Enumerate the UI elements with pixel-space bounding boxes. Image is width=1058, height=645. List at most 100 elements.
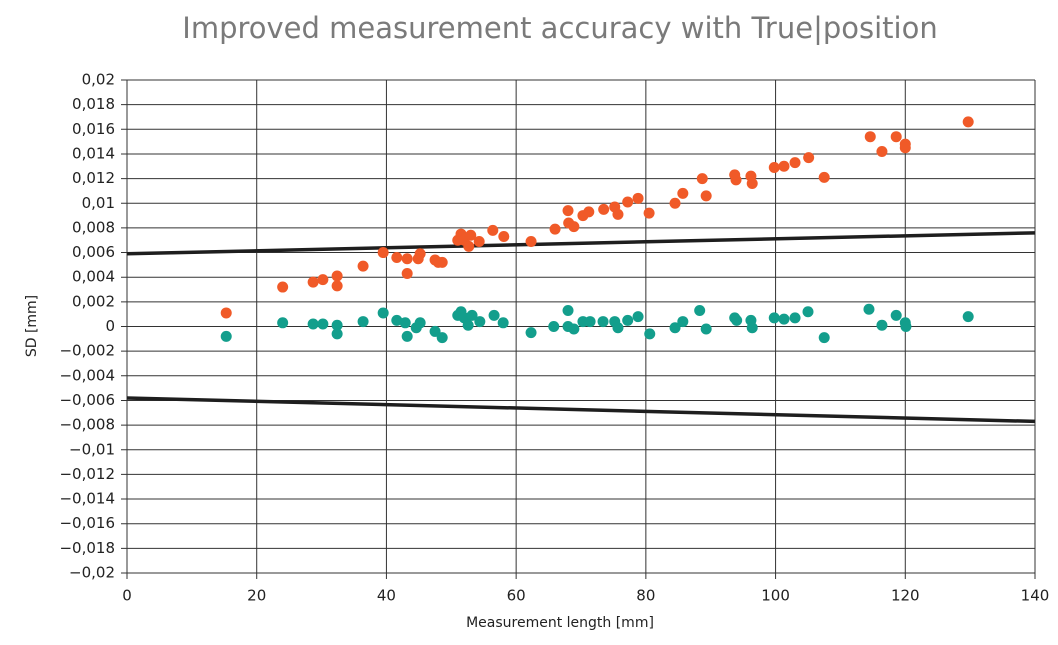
limit-line: [126, 231, 1036, 256]
point: [474, 316, 486, 328]
point: [473, 235, 485, 247]
point: [391, 251, 403, 263]
y-tick-label: 0,018: [72, 95, 115, 113]
point: [465, 229, 477, 241]
point: [583, 206, 595, 218]
chart-title: Improved measurement accuracy with True|…: [182, 11, 937, 45]
x-tick-label: 20: [247, 587, 266, 605]
y-tick-label: −0,008: [59, 416, 115, 434]
limit-line: [126, 396, 1036, 424]
point: [331, 270, 343, 282]
point: [677, 316, 689, 328]
point: [632, 311, 644, 323]
point: [899, 142, 911, 154]
point: [768, 162, 780, 174]
point: [731, 314, 743, 326]
point: [962, 311, 974, 323]
point: [818, 332, 830, 344]
point: [357, 316, 369, 328]
point: [498, 231, 510, 243]
point: [696, 173, 708, 185]
point: [568, 323, 580, 335]
point: [307, 318, 319, 330]
point: [525, 327, 537, 339]
point: [778, 160, 790, 172]
point: [789, 157, 801, 169]
point: [643, 207, 655, 219]
point: [562, 205, 574, 217]
y-tick-label: 0,008: [72, 218, 115, 236]
y-tick-label: 0,01: [82, 194, 115, 212]
point: [863, 303, 875, 315]
point: [391, 314, 403, 326]
point: [746, 322, 758, 334]
point: [488, 309, 500, 321]
point: [644, 328, 656, 340]
point: [612, 322, 624, 334]
point: [694, 304, 706, 316]
point: [700, 323, 712, 335]
point: [669, 197, 681, 209]
point: [277, 317, 289, 329]
point: [803, 152, 815, 164]
x-tick-label: 80: [636, 587, 655, 605]
point: [900, 321, 912, 332]
y-tick-label: −0,02: [69, 564, 115, 582]
point: [377, 307, 389, 319]
point: [789, 312, 801, 324]
point: [429, 325, 441, 337]
point: [598, 203, 610, 215]
point: [597, 316, 609, 328]
point: [414, 248, 426, 260]
point: [612, 208, 624, 220]
point: [525, 235, 537, 247]
point: [549, 223, 561, 235]
x-tick-label: 0: [122, 587, 132, 605]
point: [462, 319, 474, 331]
point: [584, 316, 596, 328]
y-tick-label: 0,002: [72, 292, 115, 310]
point: [890, 131, 902, 143]
x-tick-label: 120: [891, 587, 920, 605]
point: [962, 116, 974, 128]
point: [307, 276, 319, 288]
point: [331, 280, 343, 292]
point: [220, 330, 232, 342]
point: [876, 319, 888, 331]
point: [331, 328, 343, 340]
point: [377, 247, 389, 259]
point: [401, 253, 413, 265]
y-tick-label: −0,004: [59, 366, 115, 384]
point: [669, 322, 681, 334]
point: [331, 319, 343, 331]
x-tick-label: 60: [507, 587, 526, 605]
point: [818, 171, 830, 183]
point: [463, 240, 475, 252]
point: [730, 174, 742, 186]
y-tick-label: 0,004: [72, 268, 115, 286]
y-tick-label: −0,012: [59, 465, 115, 483]
y-tick-label: −0,01: [69, 440, 115, 458]
y-axis-label: SD [mm]: [24, 295, 40, 357]
point: [562, 304, 574, 316]
point: [399, 317, 411, 329]
point: [317, 318, 329, 330]
y-tick-label: −0,014: [59, 490, 115, 508]
point: [548, 321, 560, 332]
point: [677, 187, 689, 199]
point: [778, 313, 790, 325]
y-tick-label: −0,016: [59, 514, 115, 532]
x-tick-label: 140: [1021, 587, 1050, 605]
x-axis-label: Measurement length [mm]: [466, 615, 654, 631]
y-tick-label: 0: [105, 317, 115, 335]
point: [401, 268, 413, 280]
point: [746, 178, 758, 190]
y-tick-label: 0,012: [72, 169, 115, 187]
point: [414, 317, 426, 329]
y-tick-label: −0,018: [59, 539, 115, 557]
point: [864, 131, 876, 143]
point: [632, 192, 644, 204]
point: [768, 312, 780, 324]
point: [568, 221, 580, 233]
